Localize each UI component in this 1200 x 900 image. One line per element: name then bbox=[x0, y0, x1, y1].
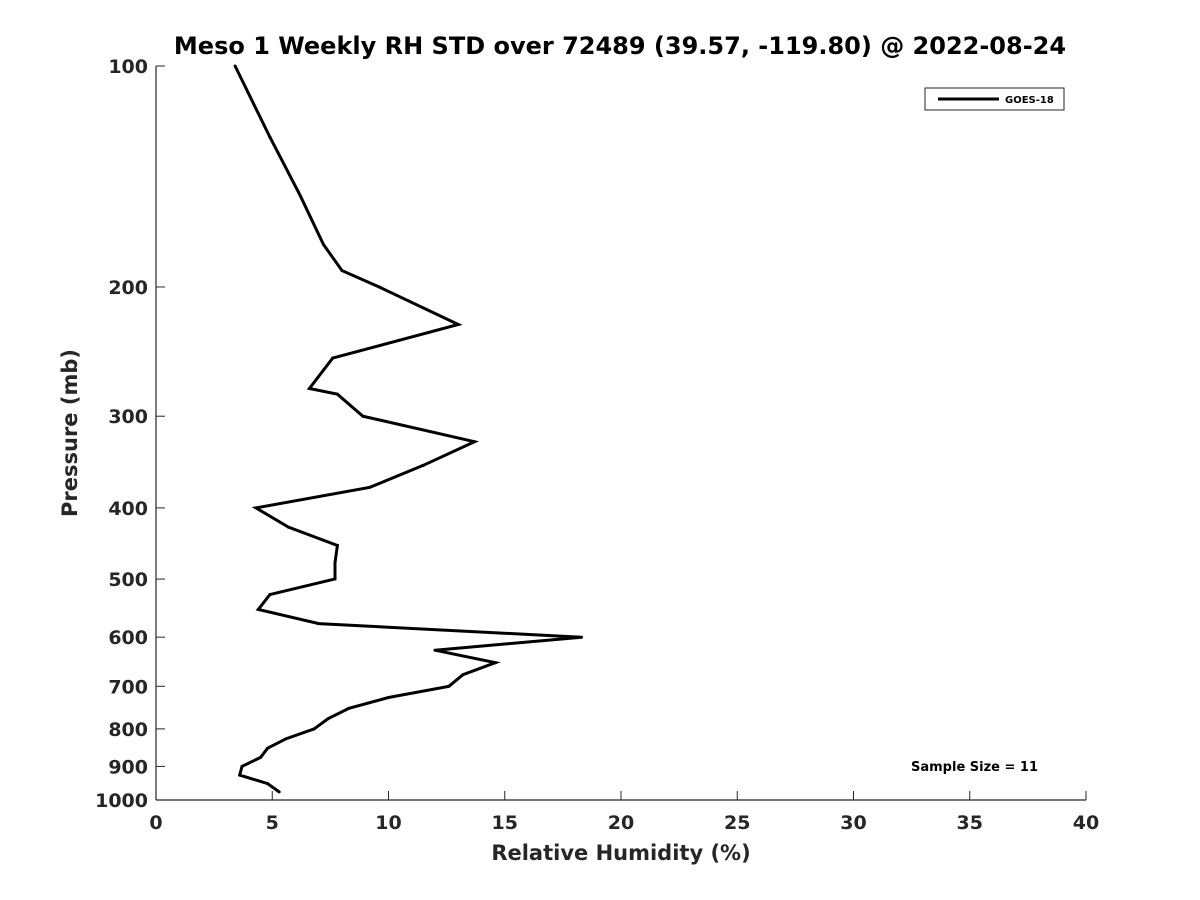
series-layer bbox=[233, 64, 583, 794]
data-point bbox=[317, 622, 321, 626]
x-tick-label: 5 bbox=[266, 812, 279, 834]
data-point bbox=[447, 684, 451, 688]
x-ticks: 0 5 10 15 20 25 30 35 40 bbox=[149, 791, 1099, 834]
data-point bbox=[266, 782, 270, 786]
data-point bbox=[387, 696, 390, 699]
data-point bbox=[335, 544, 339, 547]
data-point bbox=[461, 673, 465, 677]
data-point bbox=[331, 356, 335, 360]
data-point bbox=[266, 746, 270, 750]
data-point bbox=[268, 593, 272, 597]
sample-size-annotation: Sample Size = 11 bbox=[911, 760, 1038, 775]
y-tick-label: 300 bbox=[108, 406, 148, 428]
series-line-goes-18 bbox=[233, 65, 582, 794]
y-tick-label: 1000 bbox=[95, 790, 148, 812]
legend: GOES-18 bbox=[924, 87, 1065, 111]
data-point bbox=[240, 764, 244, 768]
data-point bbox=[287, 525, 290, 529]
x-tick-label: 25 bbox=[724, 812, 750, 834]
data-point bbox=[493, 661, 497, 665]
data-point bbox=[335, 392, 339, 396]
data-point bbox=[298, 193, 302, 197]
x-tick-label: 10 bbox=[375, 812, 401, 834]
data-point bbox=[268, 135, 272, 139]
data-point bbox=[259, 755, 263, 759]
data-point bbox=[333, 577, 337, 581]
x-axis-label: Relative Humidity (%) bbox=[491, 841, 750, 865]
x-tick-label: 30 bbox=[840, 812, 866, 834]
y-tick-label: 100 bbox=[108, 56, 148, 78]
data-point bbox=[321, 242, 325, 246]
data-point bbox=[326, 717, 330, 721]
data-point bbox=[333, 561, 337, 565]
data-point bbox=[433, 648, 437, 652]
chart-title: Meso 1 Weekly RH STD over 72489 (39.57, … bbox=[174, 32, 1066, 60]
y-ticks: 100 200 300 400 500 600 700 800 900 1000 bbox=[95, 56, 165, 812]
data-point bbox=[473, 440, 476, 444]
x-tick-label: 0 bbox=[149, 812, 162, 834]
data-point bbox=[233, 64, 237, 68]
x-tick-label: 20 bbox=[608, 812, 634, 834]
axes bbox=[155, 66, 1086, 801]
y-tick-label: 400 bbox=[108, 498, 148, 520]
data-point bbox=[361, 414, 365, 418]
x-tick-label: 35 bbox=[957, 812, 983, 834]
y-axis-label: Pressure (mb) bbox=[58, 349, 82, 517]
data-point bbox=[254, 506, 258, 510]
data-point bbox=[312, 727, 316, 731]
y-tick-label: 700 bbox=[108, 676, 148, 698]
y-tick-label: 800 bbox=[108, 719, 148, 741]
y-tick-label: 500 bbox=[108, 569, 148, 591]
data-point bbox=[456, 323, 460, 326]
legend-label-goes-18: GOES-18 bbox=[1005, 95, 1054, 106]
y-tick-label: 900 bbox=[108, 756, 148, 778]
data-point bbox=[277, 790, 281, 794]
x-tick-label: 40 bbox=[1073, 812, 1099, 834]
data-point bbox=[580, 635, 583, 639]
data-point bbox=[347, 706, 351, 710]
x-tick-label: 15 bbox=[492, 812, 518, 834]
y-tick-label: 600 bbox=[108, 627, 148, 649]
data-point bbox=[340, 269, 344, 273]
data-point bbox=[284, 737, 288, 741]
y-tick-label: 200 bbox=[108, 277, 148, 299]
data-point bbox=[368, 485, 372, 489]
data-point bbox=[307, 387, 311, 390]
data-point bbox=[238, 773, 242, 777]
data-point bbox=[256, 607, 260, 611]
data-point bbox=[421, 463, 425, 467]
data-point bbox=[377, 285, 381, 289]
